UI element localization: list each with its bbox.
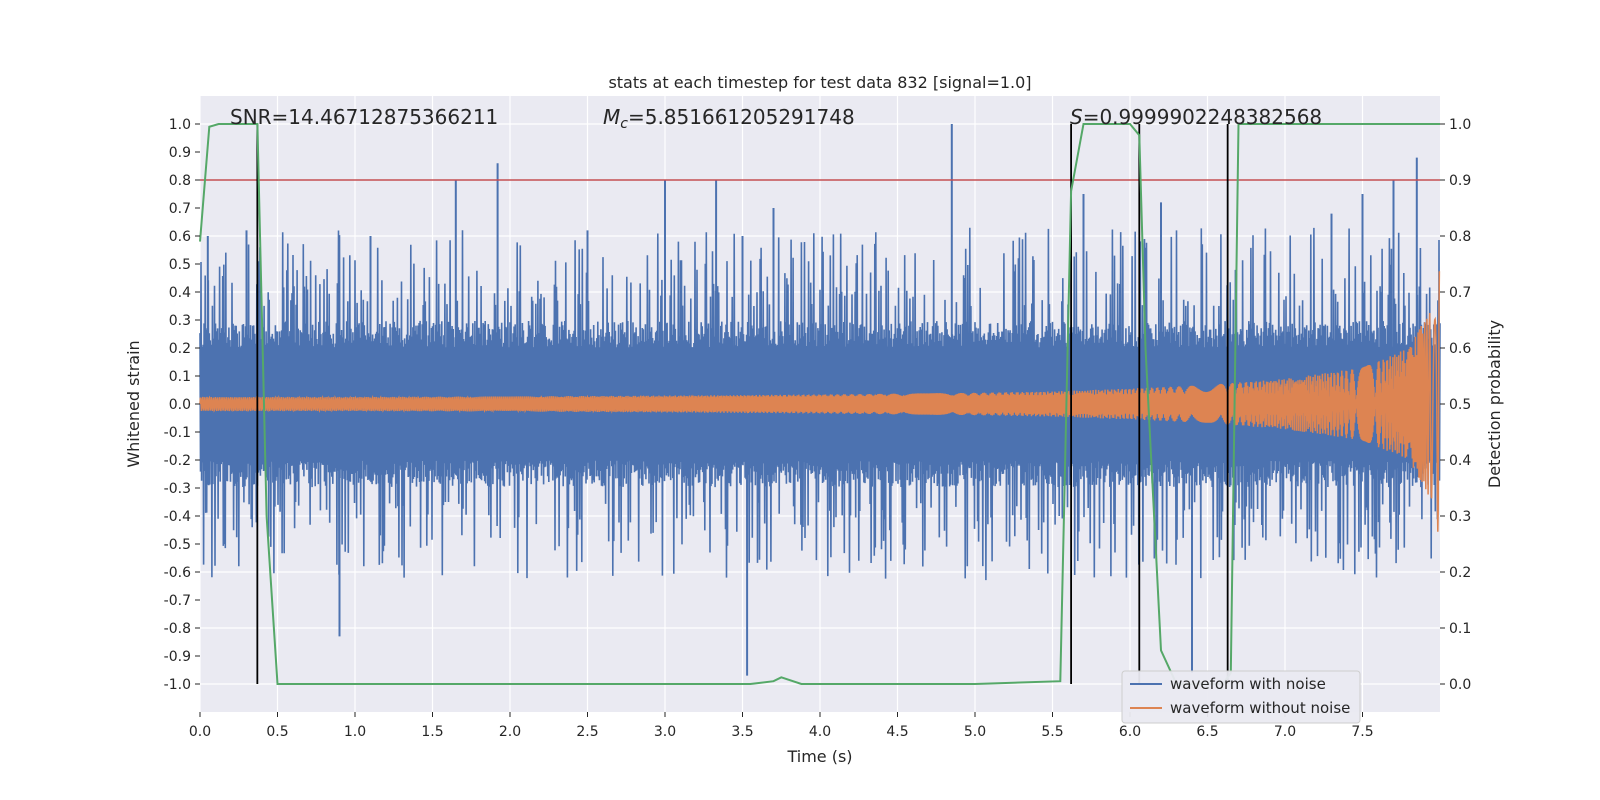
- y2-tick-label: 0.6: [1449, 341, 1471, 357]
- legend-label-noise: waveform with noise: [1170, 675, 1326, 693]
- x-tick-label: 2.0: [499, 724, 521, 740]
- series-waveform-without-noise: [199, 271, 1441, 532]
- y-tick-label: 0.6: [169, 229, 191, 245]
- x-tick-label: 5.0: [964, 724, 986, 740]
- y2-tick-label: 0.8: [1449, 229, 1471, 245]
- y-tick-label: 0.7: [169, 201, 191, 217]
- x-tick-label: 0.5: [266, 724, 288, 740]
- y-tick-label: 0.3: [169, 313, 191, 329]
- y-tick-label: -0.3: [164, 481, 191, 497]
- chirp-mass-annotation: Mc=5.851661205291748: [603, 105, 855, 132]
- y-tick-label: -0.8: [164, 621, 191, 637]
- chirp-mass-value: =5.851661205291748: [628, 105, 855, 129]
- legend-label-clean: waveform without noise: [1170, 699, 1350, 717]
- score-annotation: S=0.9999902248382568: [1070, 105, 1322, 129]
- chirp-mass-subscript: c: [620, 116, 628, 132]
- y-tick-label: 0.9: [169, 145, 191, 161]
- y2-tick-label: 0.7: [1449, 285, 1471, 301]
- chart-title: stats at each timestep for test data 832…: [608, 73, 1031, 92]
- y2-tick-label: 0.0: [1449, 677, 1471, 693]
- score-symbol: S: [1070, 105, 1083, 129]
- y2-tick-label: 0.5: [1449, 397, 1471, 413]
- y2-tick-label: 1.0: [1449, 117, 1471, 133]
- y-tick-label: 0.5: [169, 257, 191, 273]
- score-value: =0.9999902248382568: [1083, 105, 1322, 129]
- y2-axis-label: Detection probability: [1485, 320, 1504, 488]
- y-tick-label: 0.0: [169, 397, 191, 413]
- chirp-mass-symbol: M: [603, 105, 620, 129]
- x-tick-label: 1.0: [344, 724, 366, 740]
- y-tick-label: 0.1: [169, 369, 191, 385]
- y-axis-label: Whitened strain: [124, 340, 143, 467]
- x-tick-label: 1.5: [421, 724, 443, 740]
- y-tick-label: -0.2: [164, 453, 191, 469]
- x-tick-label: 3.5: [731, 724, 753, 740]
- x-tick-label: 6.0: [1119, 724, 1141, 740]
- y-tick-label: 0.4: [169, 285, 191, 301]
- x-tick-label: 2.5: [576, 724, 598, 740]
- axes: 1.0 0.9 0.8 0.7 0.6 0.5 0.4 0.3 0.2 0.1 0.0 -0.1 -0.…: [164, 117, 1472, 740]
- legend-box: [1121, 670, 1361, 724]
- y2-tick-label: 0.9: [1449, 173, 1471, 189]
- y-tick-label: 0.2: [169, 341, 191, 357]
- snr-annotation: SNR=14.46712875366211: [230, 105, 498, 129]
- y2-tick-label: 0.2: [1449, 565, 1471, 581]
- x-tick-label: 6.5: [1196, 724, 1218, 740]
- y2-tick-label: 0.1: [1449, 621, 1471, 637]
- y-tick-label: -0.9: [164, 649, 191, 665]
- x-tick-label: 3.0: [654, 724, 676, 740]
- y-tick-label: -0.6: [164, 565, 191, 581]
- series-waveform-with-noise-peaks: [206, 124, 1418, 676]
- x-axis-label: Time (s): [786, 747, 852, 766]
- y-tick-label: -1.0: [164, 677, 191, 693]
- x-tick-label: 0.0: [189, 724, 211, 740]
- x-tick-label: 7.5: [1351, 724, 1373, 740]
- x-tick-label: 5.5: [1041, 724, 1063, 740]
- y2-tick-label: 0.4: [1449, 453, 1471, 469]
- y-tick-label: -0.1: [164, 425, 191, 441]
- x-tick-label: 7.0: [1274, 724, 1296, 740]
- y-tick-label: 0.8: [169, 173, 191, 189]
- x-tick-label: 4.5: [886, 724, 908, 740]
- y2-tick-label: 0.3: [1449, 509, 1471, 525]
- y-tick-label: -0.7: [164, 593, 191, 609]
- y-tick-label: 1.0: [169, 117, 191, 133]
- series-waveform-with-noise: [199, 227, 1441, 581]
- legend: waveform with noise waveform without noi…: [1121, 670, 1361, 724]
- y-tick-label: -0.5: [164, 537, 191, 553]
- y-tick-label: -0.4: [164, 509, 191, 525]
- x-tick-label: 4.0: [809, 724, 831, 740]
